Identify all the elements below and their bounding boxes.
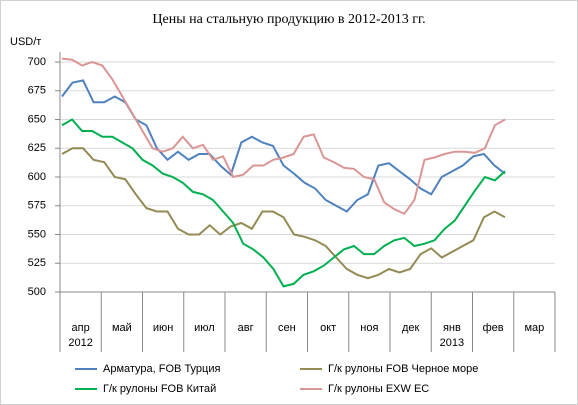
- x-tick-label: апр 2012: [68, 322, 92, 349]
- y-tick-label: 575: [28, 200, 46, 212]
- legend-label: Арматура, FOB Турция: [103, 363, 220, 375]
- chart-title: Цены на стальную продукцию в 2012-2013 г…: [152, 12, 425, 27]
- x-tick-label: окт: [320, 322, 336, 334]
- x-tick-label: авг: [238, 322, 254, 334]
- y-tick-label: 525: [28, 257, 46, 269]
- x-tick-label: ноя: [360, 322, 378, 334]
- y-tick-label: 675: [28, 85, 46, 97]
- x-tick-label: дек: [402, 322, 420, 334]
- y-tick-label: 500: [28, 286, 46, 298]
- y-tick-label: 625: [28, 142, 46, 154]
- legend-label: Г/к рулоны EXW ЕС: [328, 383, 429, 395]
- y-axis-label: USD/т: [10, 36, 41, 48]
- x-tick-label: май: [112, 322, 132, 334]
- x-tick-label: мар: [524, 322, 544, 334]
- y-tick-label: 700: [28, 56, 46, 68]
- y-tick-label: 600: [28, 171, 46, 183]
- x-tick-label: сен: [278, 322, 296, 334]
- x-tick-label: янв 2013: [440, 322, 464, 349]
- series-line: [61, 57, 506, 216]
- legend-label: Г/к рулоны FOB Черное море: [328, 363, 478, 375]
- y-tick-label: 650: [28, 113, 46, 125]
- x-tick-label: июл: [194, 322, 215, 334]
- series-line: [61, 147, 506, 280]
- x-tick-label: июн: [153, 322, 173, 334]
- x-tick-label: фев: [483, 322, 504, 334]
- y-tick-label: 550: [28, 228, 46, 240]
- legend-label: Г/к рулоны FOB Китай: [103, 383, 216, 395]
- series-line: [61, 118, 506, 288]
